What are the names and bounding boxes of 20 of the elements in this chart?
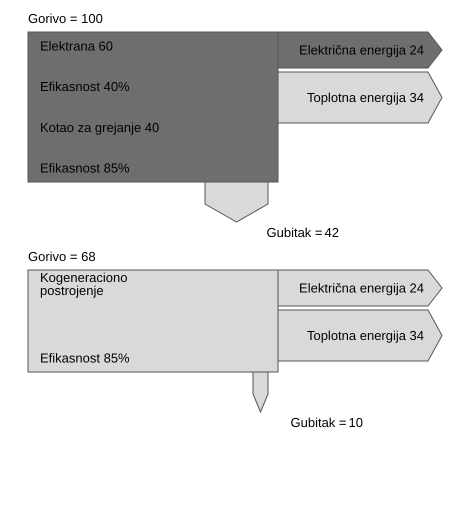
category-label: Električna energija (299, 42, 407, 58)
category-label: Gubitak = (266, 225, 323, 240)
text: Kogeneraciono postrojenje (40, 270, 132, 298)
text: Gorivo = 68 (28, 249, 96, 264)
text: Gorivo = 100 (28, 11, 103, 26)
text: Efikasnost 85% (40, 160, 130, 176)
data-label: 24 (410, 280, 424, 296)
category-label: Gubitak = (290, 415, 347, 430)
data-label: 42 (324, 225, 339, 240)
text: Efikasnost 85% (40, 350, 130, 366)
text: Kotao za grejanje 40 (40, 120, 160, 135)
data-label: 34 (410, 90, 424, 105)
data-label: 24 (410, 42, 424, 58)
category-label: Toplotna energija (306, 328, 407, 343)
text: Elektrana 60 (40, 38, 113, 54)
text: Efikasnost 40% (40, 79, 130, 94)
category-label: Električna energija (299, 280, 407, 296)
category-label: Toplotna energija (306, 90, 407, 105)
data-label: 10 (348, 415, 363, 430)
data-label: 34 (410, 328, 424, 343)
